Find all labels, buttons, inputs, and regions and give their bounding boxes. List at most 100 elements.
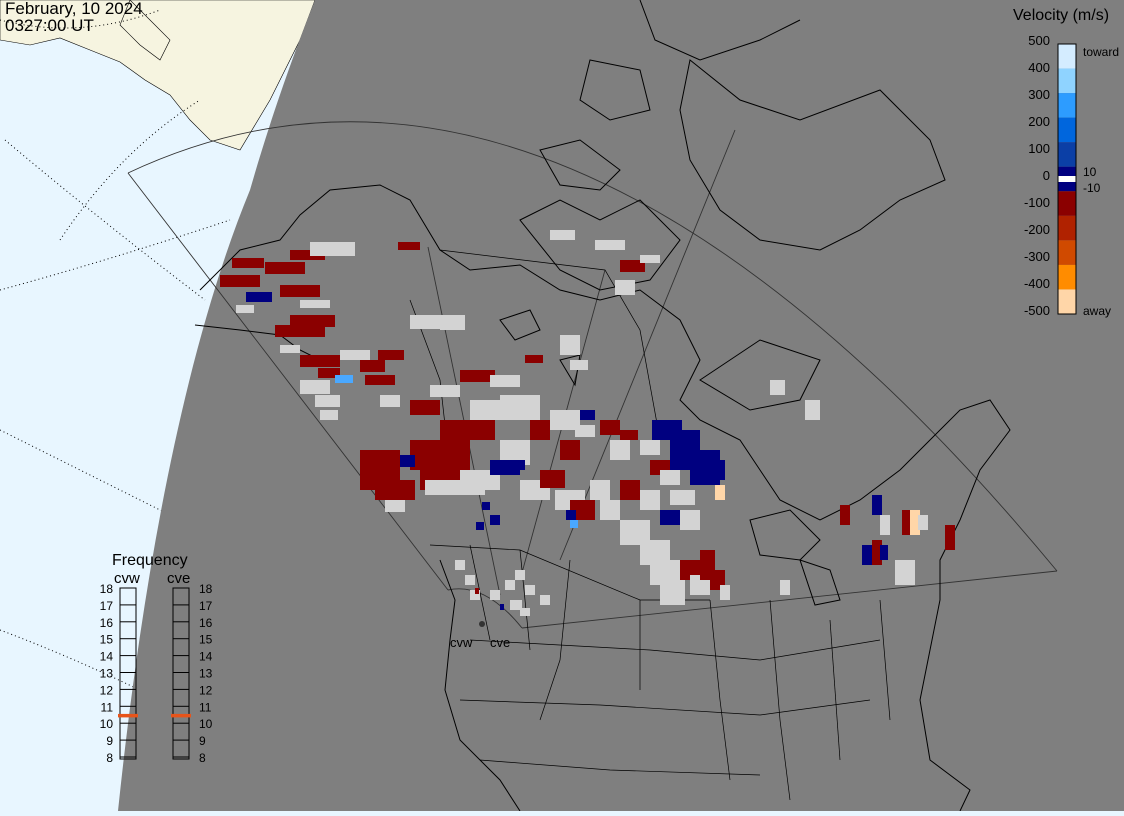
frequency-level-label: 13 (199, 667, 213, 681)
colorbar-segment (1058, 44, 1076, 69)
colorbar-segment (1058, 93, 1076, 118)
scatter-cell (580, 410, 595, 420)
colorbar-segment (1058, 215, 1076, 241)
scatter-cell (620, 480, 640, 500)
scatter-cell (910, 510, 920, 535)
scatter-cell (570, 520, 578, 528)
scatter-cell (590, 480, 610, 500)
frequency-panel: Frequency cvw cve 18 17 16 15 14 13 12 11 10 9 8 1… (100, 552, 213, 765)
velocity-cells (220, 230, 955, 616)
scatter-cell (525, 585, 535, 595)
scatter-cell (385, 500, 405, 512)
scatter-cell (660, 580, 685, 605)
scatter-cell (482, 502, 490, 510)
colorbar-segment (1058, 264, 1076, 290)
colorbar-zero-band (1058, 176, 1076, 182)
frequency-radar-left-label: cvw (114, 570, 140, 587)
scatter-cell (380, 395, 400, 407)
frequency-level-label: 17 (199, 599, 213, 613)
legend-neg10-label: -10 (1083, 181, 1101, 195)
scatter-cell (945, 525, 955, 550)
scatter-cell (246, 292, 272, 302)
scatter-cell (510, 600, 522, 610)
scatter-cell (895, 560, 915, 585)
frequency-indicator (171, 713, 191, 718)
scatter-cell (525, 355, 543, 363)
scatter-cell (560, 335, 580, 355)
frequency-radar-right-label: cve (167, 570, 190, 587)
frequency-level-label: 14 (199, 650, 213, 664)
night-terminator-region (118, 0, 1124, 811)
scatter-cell (400, 455, 415, 467)
scatter-cell (300, 300, 330, 308)
scatter-cell (680, 510, 700, 530)
frequency-title: Frequency (112, 552, 188, 569)
velocity-legend: Velocity (m/s) 500 400 300 200 100 0 -100 -200 -… (1013, 7, 1119, 318)
scatter-cell (600, 500, 620, 520)
velocity-tick-label: 0 (1043, 168, 1050, 183)
colorbar-frame (1057, 43, 1077, 315)
radar-site-marker (479, 621, 485, 627)
frequency-indicator (118, 713, 138, 718)
scatter-cell (670, 490, 695, 505)
frequency-level-label: 9 (106, 734, 113, 748)
scatter-cell (500, 604, 504, 610)
scatter-cell (410, 400, 440, 415)
velocity-tick-label: 400 (1028, 60, 1050, 75)
scatter-cell (315, 395, 340, 407)
scatter-cell (455, 560, 465, 570)
scatter-cell (872, 495, 882, 515)
colorbar-segment (1058, 68, 1076, 94)
velocity-tick-label: 300 (1028, 87, 1050, 102)
scatter-cell (490, 375, 520, 387)
scatter-cell (620, 430, 638, 440)
scatter-cell (540, 470, 565, 488)
frequency-level-label: 11 (101, 700, 114, 714)
scatter-cell (610, 440, 630, 460)
velocity-tick-label: -300 (1024, 249, 1050, 264)
colorbar-segment (1058, 142, 1076, 167)
scatter-cell (300, 355, 340, 367)
frequency-level-label: 14 (100, 650, 114, 664)
scatter-cell (265, 262, 305, 274)
scatter-cell (570, 500, 595, 520)
scatter-cell (375, 480, 415, 500)
scatter-cell (220, 275, 260, 287)
scatter-cell (780, 580, 790, 595)
scatter-cell (600, 420, 620, 435)
scatter-cell (290, 315, 335, 327)
velocity-tick-label: -500 (1024, 303, 1050, 318)
velocity-tick-label: -200 (1024, 222, 1050, 237)
scatter-cell (440, 320, 465, 330)
scatter-cell (398, 242, 420, 250)
velocity-tick-label: -400 (1024, 276, 1050, 291)
scatter-cell (232, 258, 264, 268)
scatter-cell (660, 510, 680, 525)
colorbar-segment (1058, 191, 1076, 216)
scatter-cell (872, 540, 882, 565)
date-label: February, 10 2024 (5, 0, 143, 18)
scatter-cell (560, 440, 580, 460)
frequency-scale-left: 18 17 16 15 14 13 12 11 10 9 8 (100, 582, 138, 765)
scatter-cell (505, 580, 515, 590)
frequency-level-label: 10 (100, 717, 114, 731)
scatter-cell (550, 230, 575, 240)
scatter-cell (575, 425, 595, 437)
scatter-cell (660, 470, 680, 485)
lat-lon-grid (0, 9, 231, 701)
frequency-level-label: 16 (100, 616, 114, 630)
frequency-level-label: 13 (100, 667, 114, 681)
frequency-level-label: 9 (199, 734, 206, 748)
scatter-cell (902, 510, 912, 535)
radar-site-label-cvw: cvw (450, 635, 473, 650)
scatter-cell (640, 255, 660, 263)
radar-site-label-cve: cve (490, 635, 510, 650)
scatter-cell (880, 545, 888, 560)
scatter-cell (615, 280, 635, 295)
scatter-cell (520, 608, 530, 616)
scatter-cell (566, 510, 576, 520)
scatter-cell (510, 460, 525, 470)
scatter-cell (310, 242, 355, 256)
